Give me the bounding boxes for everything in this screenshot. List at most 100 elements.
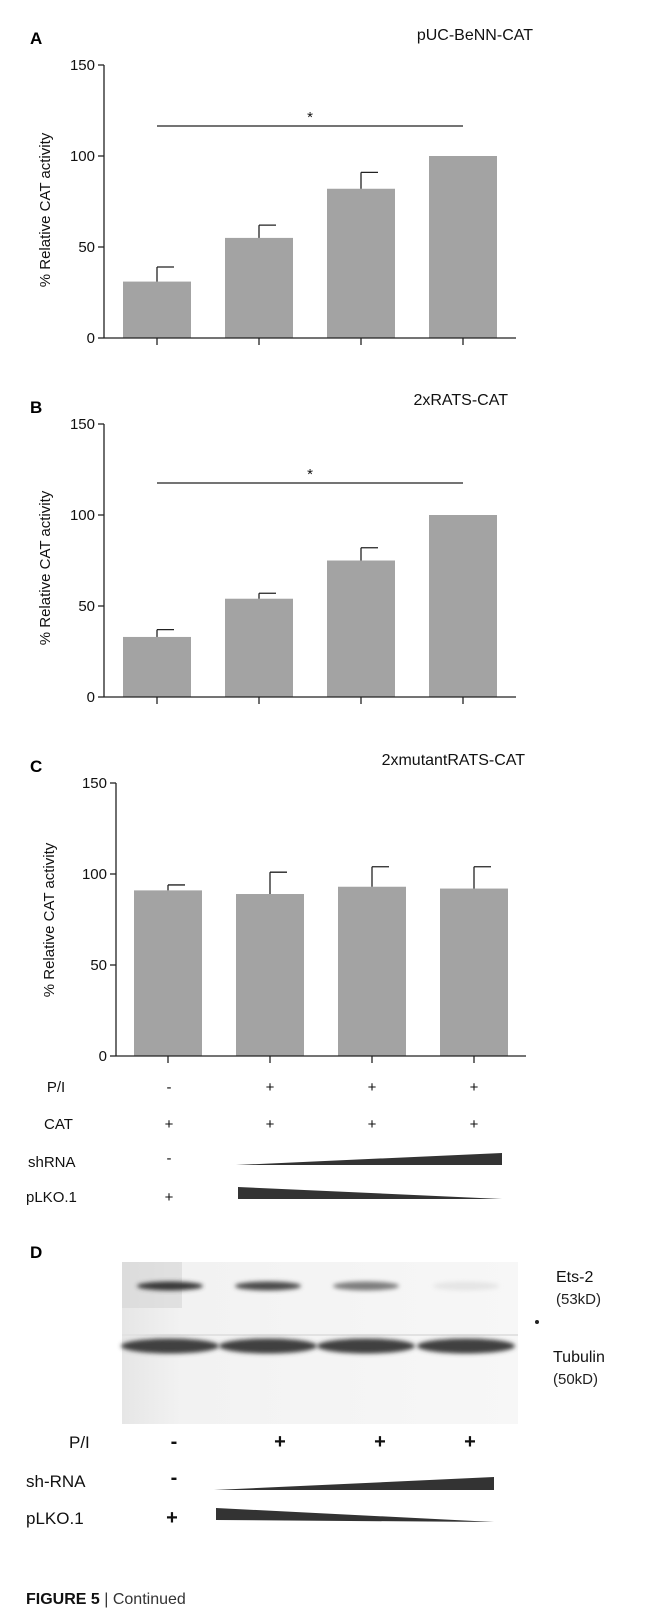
significance-star-b: * [307, 466, 313, 483]
figure-caption: FIGURE 5 | Continued [26, 1591, 186, 1608]
bar-b-1 [123, 636, 191, 697]
panel-letter-d: D [30, 1243, 42, 1262]
y-tick-label-b-0: 0 [87, 689, 95, 706]
tubulin-bands [121, 1338, 515, 1354]
bar-b-3 [327, 560, 395, 697]
bar-a-2 [225, 237, 293, 338]
y-axis-label-b: % Relative CAT activity [37, 490, 54, 645]
y-tick-label-c-150: 150 [82, 775, 107, 792]
cond-pi-lane-3: + [368, 1079, 377, 1096]
error-bar-b-1 [156, 629, 174, 637]
bar-a-1 [123, 281, 191, 338]
y-tick-label-c-0: 0 [99, 1048, 107, 1065]
error-bar-a-3 [360, 171, 378, 189]
y-tick-label-a-100: 100 [70, 148, 95, 165]
y-tick-label-c-50: 50 [90, 957, 107, 974]
cond-d-plko-lane-1: + [166, 1507, 178, 1529]
cond-cat-lane-3: + [368, 1116, 377, 1133]
bar-a-3 [327, 188, 395, 338]
y-tick-label-a-150: 150 [70, 57, 95, 74]
y-tick-label-c-100: 100 [82, 866, 107, 883]
band-label-ets-2: Ets-2 [556, 1269, 593, 1286]
bar-b-4 [429, 515, 497, 697]
cond-shrna-lane-1: - [167, 1150, 172, 1167]
tubulin-band-lane-1 [121, 1338, 219, 1354]
row-label-shrna: shRNA [28, 1154, 76, 1171]
ets-2-band-lane-3 [333, 1281, 399, 1291]
panel-b: B 2xRATS-CAT % Relative CAT activity 0 50… [30, 392, 516, 706]
chart-title-c: 2xmutantRATS-CAT [382, 752, 526, 769]
chart-title-a: pUC-BeNN-CAT [417, 27, 533, 44]
ets-2-band-lane-4 [433, 1281, 499, 1291]
significance-star-a: * [307, 109, 313, 126]
chart-title-b: 2xRATS-CAT [413, 392, 508, 409]
row-label-pi-d: P/I [69, 1433, 90, 1452]
conditions-table-c: P/I - + + + CAT + + + + shRNA - pLKO.1 + [26, 1079, 502, 1206]
row-label-plko-d: pLKO.1 [26, 1509, 84, 1528]
row-label-plko: pLKO.1 [26, 1189, 77, 1206]
plot-area-a: 0 50 100 150 * [70, 57, 516, 347]
plko-decreasing-ramp-d [216, 1508, 494, 1522]
y-tick-label-a-0: 0 [87, 330, 95, 347]
ets-2-band-lane-1 [137, 1281, 203, 1291]
panel-c: C 2xmutantRATS-CAT % Relative CAT activi… [30, 752, 526, 1065]
panel-d-western-blot: D Ets-2 (53kD) Tubulin (50kD) P/I - + + … [26, 1243, 605, 1529]
band-label-tubulin: Tubulin [553, 1349, 605, 1366]
row-label-cat: CAT [44, 1116, 73, 1133]
caption-text: Continued [113, 1591, 186, 1608]
error-bar-c-3 [371, 866, 389, 887]
bar-c-3 [338, 886, 406, 1056]
panel-letter-b: B [30, 398, 42, 417]
y-tick-label-a-50: 50 [78, 239, 95, 256]
caption-figure-number: FIGURE 5 [26, 1591, 100, 1608]
panel-letter-a: A [30, 29, 42, 48]
error-bar-c-1 [167, 884, 185, 891]
plot-area-c: 0 50 100 150 [82, 775, 526, 1065]
bar-c-1 [134, 890, 202, 1056]
error-bar-a-1 [156, 266, 174, 282]
band-size-ets-2: (53kD) [556, 1291, 601, 1308]
bar-a-4 [429, 156, 497, 338]
y-tick-label-b-100: 100 [70, 507, 95, 524]
cond-d-shrna-lane-1: - [171, 1467, 178, 1489]
cond-pi-lane-4: + [470, 1079, 479, 1096]
error-bar-b-3 [360, 547, 378, 561]
cond-cat-lane-4: + [470, 1116, 479, 1133]
y-axis-label-a: % Relative CAT activity [37, 132, 54, 287]
tubulin-band-lane-4 [417, 1338, 515, 1354]
y-tick-label-b-50: 50 [78, 598, 95, 615]
row-label-pi: P/I [47, 1079, 65, 1096]
cond-cat-lane-2: + [266, 1116, 275, 1133]
plko-decreasing-ramp [238, 1187, 502, 1199]
cond-d-pi-lane-1: - [171, 1431, 178, 1453]
tubulin-band-lane-2 [219, 1338, 317, 1354]
error-bar-c-4 [473, 866, 491, 889]
ets-2-bands [137, 1281, 499, 1291]
sh-rna-increasing-ramp [214, 1477, 494, 1490]
panel-letter-c: C [30, 757, 42, 776]
error-bar-b-2 [258, 592, 276, 599]
cond-d-pi-lane-3: + [374, 1431, 386, 1453]
error-bar-a-2 [258, 224, 276, 238]
row-label-sh-rna-d: sh-RNA [26, 1472, 86, 1491]
bar-c-4 [440, 888, 508, 1056]
cond-d-pi-lane-2: + [274, 1431, 286, 1453]
error-bar-c-2 [269, 871, 287, 895]
cond-d-pi-lane-4: + [464, 1431, 476, 1453]
tubulin-band-lane-3 [317, 1338, 415, 1354]
ets-2-band-lane-2 [235, 1281, 301, 1291]
bar-b-2 [225, 598, 293, 697]
cond-plko-lane-1: + [165, 1189, 174, 1206]
cond-cat-lane-1: + [165, 1116, 174, 1133]
cond-pi-lane-1: - [167, 1079, 172, 1096]
plot-area-b: 0 50 100 150 * [70, 416, 516, 706]
bar-c-2 [236, 894, 304, 1056]
band-size-tubulin: (50kD) [553, 1371, 598, 1388]
y-tick-label-b-150: 150 [70, 416, 95, 433]
panel-a: A pUC-BeNN-CAT % Relative CAT activity 0… [30, 27, 533, 347]
caption-separator: | [100, 1591, 113, 1608]
blot-speck [535, 1320, 539, 1324]
shrna-increasing-ramp [236, 1153, 502, 1165]
y-axis-label-c: % Relative CAT activity [41, 842, 58, 997]
